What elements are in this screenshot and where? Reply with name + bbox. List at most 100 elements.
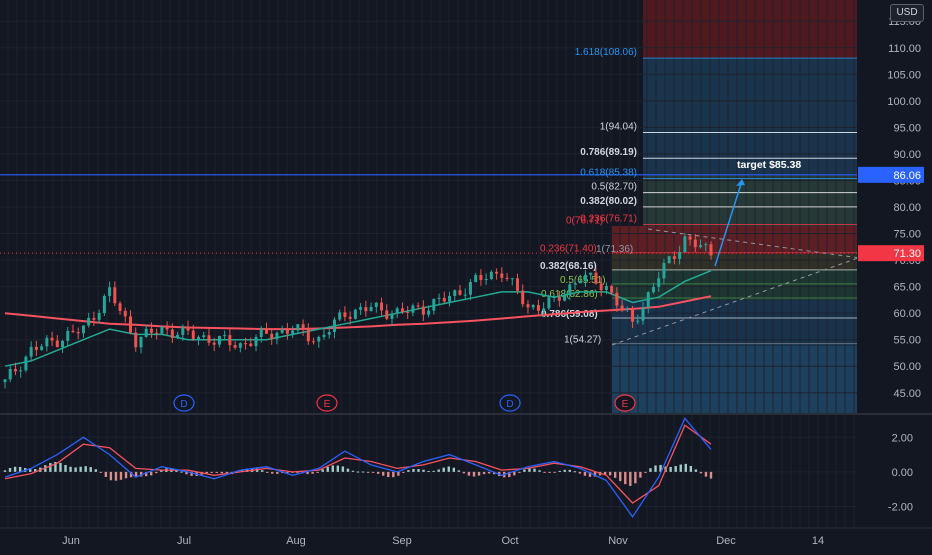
candle-body [322, 334, 326, 338]
osc-histogram-bar [699, 471, 703, 474]
osc-histogram-bar [679, 464, 682, 472]
osc-histogram-bar [432, 470, 435, 472]
osc-histogram-bar [114, 471, 118, 481]
candle-body [495, 271, 499, 274]
price-tick-label: 105.00 [887, 69, 921, 81]
osc-histogram-bar [382, 471, 385, 476]
osc-histogram-bar [427, 470, 430, 472]
candle-body [118, 303, 122, 311]
osc-histogram-bar [3, 470, 7, 472]
price-axis[interactable]: 115.00110.00105.00100.0095.0090.0085.008… [857, 0, 932, 414]
fib-ret-label: 1(54.27) [564, 335, 601, 346]
candle-body [448, 296, 452, 302]
osc-histogram-bar [624, 471, 627, 485]
candle-body [327, 332, 331, 335]
candle-body [97, 313, 101, 320]
candle-body [479, 274, 483, 280]
candle-body [3, 379, 7, 383]
osc-histogram-bar [286, 471, 289, 473]
osc-histogram-bar [558, 470, 561, 472]
candle-body [170, 329, 174, 338]
candle-body [542, 308, 546, 311]
candle-body [651, 286, 655, 293]
candle-body [285, 329, 289, 334]
candle-body [212, 342, 216, 345]
candle-body [306, 329, 310, 342]
candle-body [249, 343, 253, 347]
osc-histogram-bar [18, 466, 22, 472]
target-label[interactable]: target $85.38 [737, 159, 801, 171]
last-price-badge-label: 71.30 [893, 248, 921, 260]
price-tick-label: 90.00 [893, 149, 921, 161]
osc-histogram-bar [109, 471, 113, 481]
osc-histogram-bar [462, 471, 466, 474]
candle-body [233, 345, 237, 348]
price-tick-label: 55.00 [893, 335, 921, 347]
trendline-upper[interactable] [647, 228, 861, 259]
osc-histogram-bar [578, 471, 582, 474]
candle-body [24, 356, 28, 371]
osc-histogram-bar [331, 465, 334, 472]
osc-histogram-bar [215, 471, 218, 473]
candle-body [568, 284, 572, 295]
candle-body [149, 328, 153, 333]
osc-histogram-bar [84, 466, 87, 472]
osc-histogram-bar [366, 471, 370, 473]
candle-body [657, 278, 661, 287]
candle-body [186, 326, 190, 331]
fib-ret-label: 0.236(71.40) [540, 244, 597, 255]
osc-histogram-bar [402, 471, 405, 473]
retracement-zone-red [612, 226, 857, 254]
time-axis[interactable]: Jun Jul Aug Sep Oct Nov Dec 14 [0, 527, 932, 547]
osc-histogram-bar [548, 471, 551, 473]
osc-histogram-bar [180, 471, 183, 473]
candle-body [636, 320, 640, 322]
osc-histogram-bar [129, 471, 133, 478]
event-marker-label: E [324, 399, 331, 410]
price-tick-label: 95.00 [893, 122, 921, 134]
retracement-zone-olive [612, 254, 857, 270]
osc-histogram-bar [13, 466, 17, 472]
osc-histogram-bar [543, 471, 546, 473]
price-tick-label: 80.00 [893, 202, 921, 214]
currency-button[interactable]: USD [890, 4, 924, 22]
target-arrow[interactable] [714, 180, 743, 267]
axis-badges: 86.06 71.30 [858, 166, 924, 262]
time-tick-label: Nov [608, 535, 628, 547]
time-tick-label: Jul [177, 535, 191, 547]
osc-histogram-bar [528, 467, 531, 472]
candle-body [369, 306, 373, 312]
candle-body [385, 310, 389, 319]
candle-body [427, 310, 431, 315]
level-badge-label: 86.06 [893, 170, 921, 182]
osc-tick-label: -2.00 [888, 501, 913, 513]
candle-body [66, 330, 70, 341]
osc-histogram-bar [119, 471, 123, 480]
candle-body [92, 317, 96, 320]
osc-histogram-bar [518, 471, 521, 473]
time-tick-label: Oct [501, 535, 518, 547]
candle-body [416, 305, 420, 307]
osc-axis[interactable]: 2.00 0.00 -2.00 [888, 432, 913, 513]
fib-ret-label: 0(76.71) [566, 215, 603, 226]
candle-body [437, 297, 441, 299]
fib-ret-label: 0.382(68.16) [540, 261, 597, 272]
osc-histogram-bar [694, 469, 698, 472]
osc-histogram-bar [533, 468, 536, 472]
drawings[interactable]: target $85.38 [611, 159, 876, 346]
osc-histogram-bar [134, 471, 138, 478]
osc-histogram-bar [669, 466, 672, 472]
osc-histogram-bar [513, 471, 516, 476]
arrow-head-icon [736, 179, 745, 186]
price-tick-label: 60.00 [893, 308, 921, 320]
osc-histogram-bar [54, 461, 57, 472]
extension-zone-red [643, 0, 857, 58]
candle-body [165, 326, 169, 330]
trendline-lower[interactable] [611, 251, 876, 346]
candle-body [317, 337, 321, 342]
osc-histogram-bar [139, 471, 143, 477]
last-price-badge [858, 245, 924, 262]
